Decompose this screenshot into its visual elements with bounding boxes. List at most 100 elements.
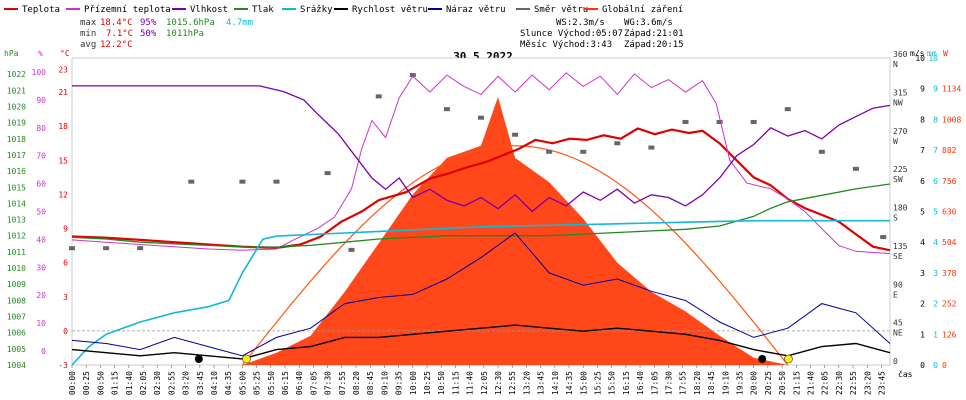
series-line: [71, 72, 891, 255]
moonrise-marker: [194, 355, 203, 363]
x-tick-label: 19:10: [721, 371, 730, 395]
x-tick-label: 22:05: [821, 371, 830, 395]
axis-tick-label: 18: [58, 122, 68, 131]
axis-tick-label: 6: [920, 177, 925, 186]
axis-tick-label: 882: [942, 146, 957, 155]
axis-tick-label: 40: [36, 235, 46, 244]
x-tick-label: 17:55: [679, 371, 688, 395]
wind-direction-mark: [880, 235, 887, 240]
x-tick-label: 09:10: [380, 371, 389, 395]
axis-tick-label: 21: [58, 88, 68, 97]
legend-label: Tlak: [252, 5, 274, 15]
info-panel: WS:2.3m/s WG:3.6m/s Slunce Východ:05:07 …: [520, 18, 684, 50]
x-tick-label: 09:35: [395, 371, 404, 395]
x-tick-label: 18:20: [693, 371, 702, 395]
x-tick-label: 08:45: [366, 371, 375, 395]
axis-tick-label: 180: [893, 204, 908, 213]
axis-tick-label: 6: [63, 259, 68, 268]
axis-tick-label: 1008: [942, 115, 961, 124]
axis-tick-label: 90: [36, 96, 46, 105]
wind-direction-mark: [682, 119, 689, 124]
wind-direction-mark: [375, 94, 382, 99]
stats-max-press: 1015.6hPa: [166, 18, 215, 28]
legend-label: Srážky: [300, 5, 333, 15]
unit-degc: °C: [60, 49, 70, 58]
x-tick-label: 04:35: [224, 371, 233, 395]
legend-label: Globální záření: [602, 5, 683, 15]
axis-tick-label: 3: [63, 293, 68, 302]
x-tick-label: 17:05: [650, 371, 659, 395]
x-tick-label: 16:15: [622, 371, 631, 395]
axis-tick-label: 50: [36, 208, 46, 217]
stats-min-hum: 50%: [140, 29, 157, 39]
legend-label: Směr větru: [534, 5, 588, 15]
x-tick-label: 18:45: [707, 371, 716, 395]
x-tick-label: 15:50: [608, 371, 617, 395]
x-tick-label: 05:25: [253, 371, 262, 395]
legend-label: Teplota: [22, 5, 60, 15]
x-tick-label: 03:20: [182, 371, 191, 395]
wind-direction-mark: [69, 246, 75, 251]
wind-direction-mark: [852, 166, 859, 171]
x-tick-label: 21:15: [792, 371, 801, 395]
wind-direction-mark: [239, 179, 246, 184]
axis-tick-label: 0: [893, 357, 898, 366]
x-tick-label: 00:50: [96, 371, 105, 395]
axis-tick-label: 135: [893, 242, 908, 251]
axis-tick-label: 7: [933, 146, 938, 155]
unit-mm: mm: [927, 49, 937, 58]
x-tick-label: 14:35: [565, 371, 574, 395]
x-axis: 00:00 00:25 00:50 01:15 01:40 02:05 02:30 02:55…: [68, 365, 886, 395]
axis-tick-label: 30: [36, 263, 46, 272]
plot-area: [69, 57, 891, 366]
left-axes: 1004100510061007100810091010101110121013…: [7, 65, 68, 370]
axis-tick-label: SE: [893, 252, 903, 261]
axis-tick-label: 1016: [7, 167, 26, 176]
sunset-marker: [784, 354, 793, 364]
axis-tick-label: 0: [942, 361, 947, 370]
stats-max-rain: 4.7mm: [226, 18, 253, 28]
x-tick-label: 12:05: [480, 371, 489, 395]
axis-tick-label: 9: [920, 85, 925, 94]
axis-tick-label: 2: [920, 300, 925, 309]
axis-tick-label: 4: [920, 238, 925, 247]
x-tick-label: 02:55: [167, 371, 176, 395]
stats-min-press: 1011hPa: [166, 29, 204, 39]
axis-tick-label: 70: [36, 152, 46, 161]
axis-tick-label: E: [893, 290, 898, 299]
axis-tick-label: 315: [893, 88, 908, 97]
axis-tick-label: 10: [928, 54, 938, 63]
x-tick-label: 10:25: [423, 371, 432, 395]
axis-tick-label: 126: [942, 330, 957, 339]
stats-max-temp: 18.4°C: [100, 18, 133, 28]
radiation-max-curve: [241, 145, 789, 366]
x-tick-label: 06:15: [281, 371, 290, 395]
x-tick-label: 12:30: [494, 371, 503, 395]
x-tick-label: 16:40: [636, 371, 645, 395]
wind-direction-mark: [137, 246, 144, 251]
axis-tick-label: 0: [933, 361, 938, 370]
wind-direction-mark: [103, 246, 110, 251]
axis-tick-label: 360: [893, 50, 908, 59]
axis-tick-label: 1: [933, 330, 938, 339]
axis-tick-label: 5: [933, 208, 938, 217]
axis-tick-label: 10: [36, 319, 46, 328]
axis-tick-label: 504: [942, 238, 957, 247]
stats-avg-temp: 12.2°C: [100, 40, 133, 50]
x-tick-label: 03:45: [196, 371, 205, 395]
stats-min-label: min: [80, 29, 96, 39]
legend-label: Rychlost větru: [352, 5, 428, 15]
wind-direction-mark: [784, 107, 791, 112]
axis-tick-label: 0: [920, 361, 925, 370]
axis-tick-label: S: [893, 214, 898, 223]
axis-tick-label: 100: [32, 68, 47, 77]
series-line: [71, 183, 891, 248]
info-moon-set: Západ:20:15: [624, 40, 684, 50]
axis-tick-label: 1008: [7, 296, 26, 305]
axis-tick-label: 90: [893, 280, 903, 289]
x-tick-label: 07:05: [309, 371, 318, 395]
right-axes: 045NE90E135SE180S225SW270W315NW360N01234…: [893, 50, 961, 370]
axis-tick-label: 756: [942, 177, 957, 186]
axis-tick-label: -3: [58, 361, 68, 370]
